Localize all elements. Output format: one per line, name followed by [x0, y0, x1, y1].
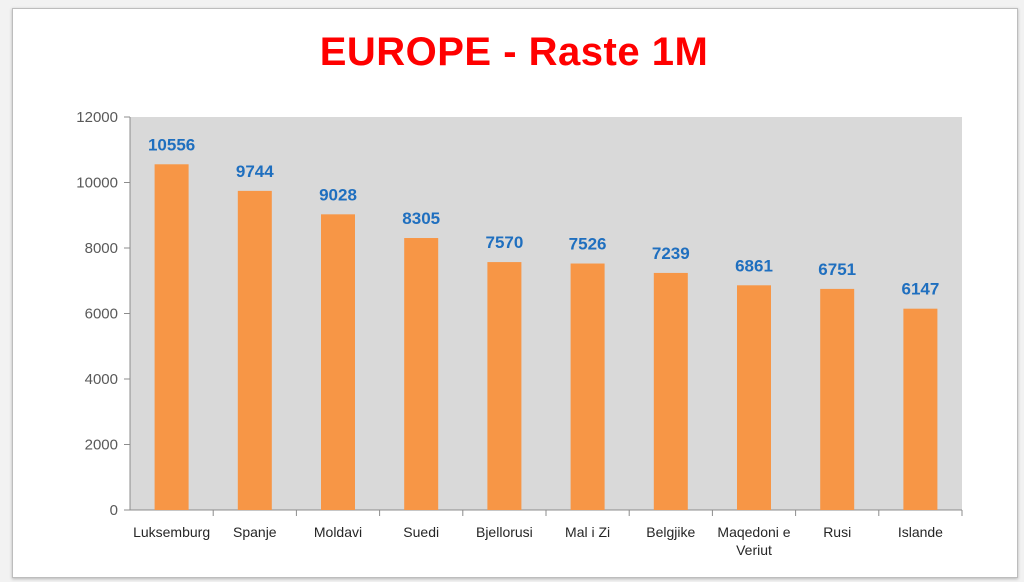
x-tick-label: Islande	[898, 524, 943, 540]
data-label: 6861	[735, 256, 773, 275]
x-tick-label: Belgjike	[646, 524, 695, 540]
bar	[903, 308, 938, 510]
x-tick-label: Maqedoni e Veriut	[717, 524, 790, 558]
bar	[154, 164, 189, 510]
y-tick-label: 12000	[76, 109, 118, 126]
bar	[237, 190, 272, 510]
data-label: 9028	[319, 185, 357, 204]
y-tick-label: 6000	[85, 306, 118, 323]
bar	[487, 262, 522, 510]
x-tick-label: Suedi	[403, 524, 439, 540]
x-tick-label: Bjellorusi	[476, 524, 533, 540]
x-tick-label: Moldavi	[314, 524, 362, 540]
data-label: 7570	[485, 233, 523, 252]
bar	[321, 214, 355, 510]
y-tick-label: 4000	[85, 371, 118, 388]
data-label: 10556	[148, 135, 195, 154]
data-label: 9744	[236, 162, 274, 181]
bar	[737, 285, 771, 510]
x-tick-label: Spanje	[233, 524, 277, 540]
data-label: 7526	[569, 235, 607, 254]
x-tick-label: Luksemburg	[133, 524, 210, 540]
data-label: 7239	[652, 244, 690, 263]
x-tick-label: Mal i Zi	[565, 524, 610, 540]
y-tick-label: 10000	[76, 175, 118, 192]
data-label: 6147	[901, 280, 939, 299]
bar	[653, 272, 688, 510]
bar	[404, 238, 439, 511]
bar	[570, 263, 605, 510]
bar	[820, 288, 855, 510]
x-tick-label: Rusi	[823, 524, 851, 540]
data-label: 8305	[402, 209, 440, 228]
y-tick-label: 8000	[85, 240, 118, 257]
data-label: 6751	[818, 260, 856, 279]
chart-title: EUROPE - Raste 1M	[319, 30, 709, 74]
y-tick-label: 2000	[85, 437, 118, 454]
y-tick-label: 0	[110, 502, 118, 519]
